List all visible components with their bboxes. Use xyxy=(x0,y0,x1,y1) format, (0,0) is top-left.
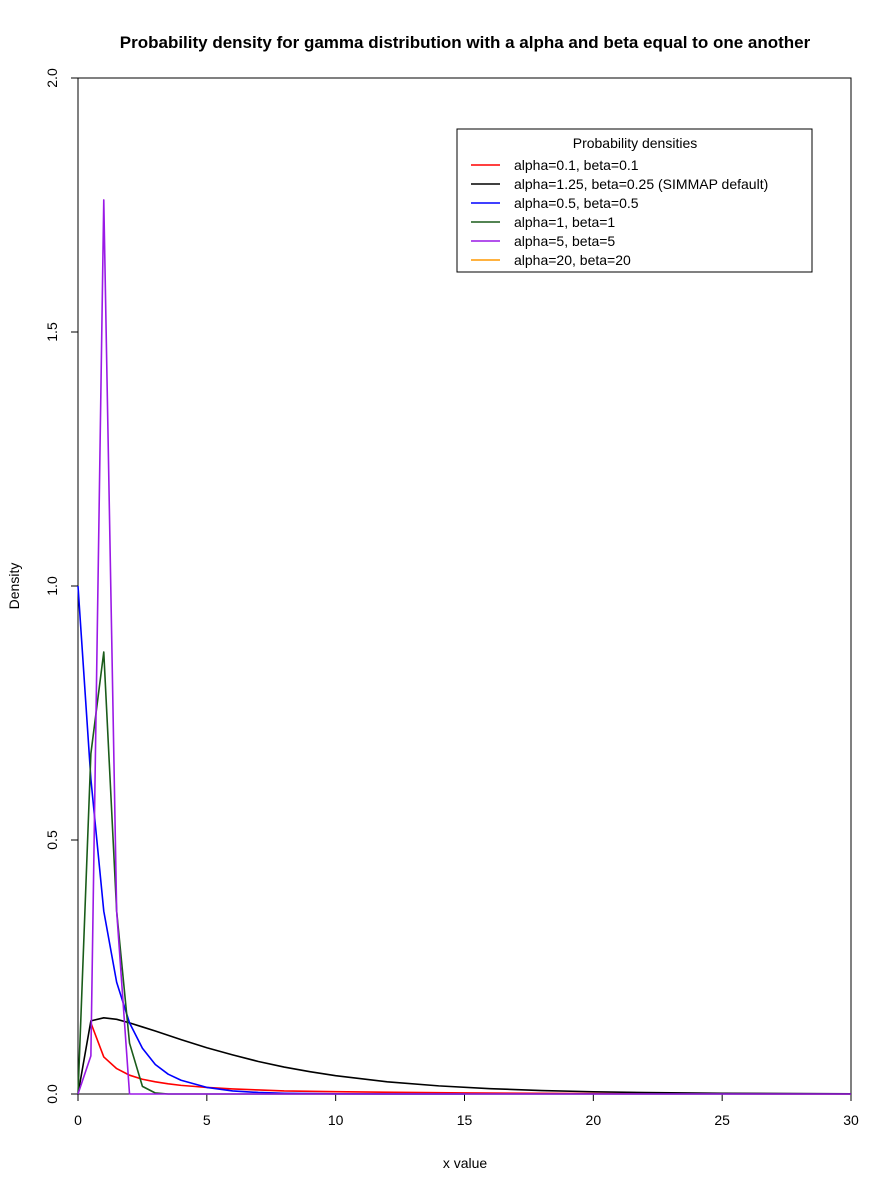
x-tick-label: 5 xyxy=(203,1112,211,1128)
y-tick-label: 1.5 xyxy=(44,322,60,342)
legend-label-4: alpha=1, beta=1 xyxy=(514,214,615,230)
series-line-5 xyxy=(77,199,851,1095)
y-tick-label: 2.0 xyxy=(44,68,60,88)
series-line-3 xyxy=(77,585,465,1095)
legend-items: alpha=0.1, beta=0.1 alpha=1.25, beta=0.25… xyxy=(471,157,768,268)
x-tick-label: 10 xyxy=(328,1112,344,1128)
legend-box xyxy=(456,128,813,273)
legend-label-6: alpha=20, beta=20 xyxy=(514,252,631,268)
legend-label-5: alpha=5, beta=5 xyxy=(514,233,615,249)
x-tick-label: 25 xyxy=(714,1112,730,1128)
legend-label-2: alpha=1.25, beta=0.25 (SIMMAP default) xyxy=(514,176,768,192)
x-tick-label: 15 xyxy=(457,1112,473,1128)
x-tick-label: 0 xyxy=(74,1112,82,1128)
series-line-4 xyxy=(77,651,851,1095)
x-axis: 0 5 10 15 20 25 30 xyxy=(74,1094,859,1128)
legend: Probability densities alpha=0.1, beta=0.… xyxy=(456,128,813,273)
y-axis: 0.0 0.5 1.0 1.5 2.0 xyxy=(44,68,78,1104)
series-line-2 xyxy=(77,1016,852,1095)
x-axis-label: x value xyxy=(443,1155,488,1171)
x-tick-label: 30 xyxy=(843,1112,859,1128)
legend-title: Probability densities xyxy=(573,135,698,151)
y-axis-label: Density xyxy=(6,563,22,610)
legend-label-3: alpha=0.5, beta=0.5 xyxy=(514,195,639,211)
legend-label-1: alpha=0.1, beta=0.1 xyxy=(514,157,639,173)
y-tick-label: 0.5 xyxy=(44,830,60,850)
y-tick-label: 0.0 xyxy=(44,1084,60,1104)
y-tick-label: 1.0 xyxy=(44,576,60,596)
x-tick-label: 20 xyxy=(586,1112,602,1128)
series-layer xyxy=(77,199,852,1095)
chart-title: Probability density for gamma distributi… xyxy=(120,33,811,52)
series-line-1 xyxy=(90,1022,852,1095)
